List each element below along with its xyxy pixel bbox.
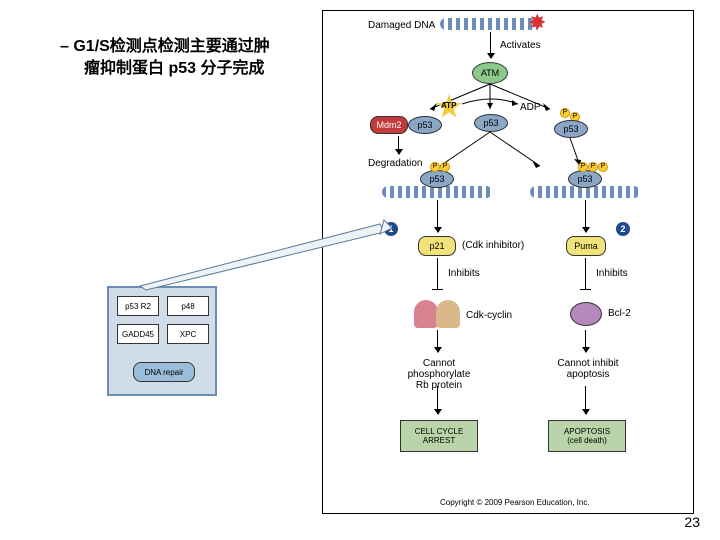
side-item-2: GADD45 <box>117 324 159 344</box>
degradation-label: Degradation <box>368 158 422 169</box>
damaged-dna-label: Damaged DNA <box>368 20 435 31</box>
side-item-3: XPC <box>167 324 209 344</box>
cannot-apop-label: Cannot inhibit apoptosis <box>548 358 628 380</box>
arrow-bcl-down <box>585 330 586 352</box>
cdk-inhibitor-label: (Cdk inhibitor) <box>462 240 524 251</box>
arrow-final-left <box>437 386 438 414</box>
arrow-final-right <box>585 386 586 414</box>
cannot-phos-label: Cannot phosphorylate Rb protein <box>394 358 484 391</box>
activates-label: Activates <box>500 40 541 51</box>
p53-dna-left: p53 <box>420 170 454 188</box>
bullet-line2: 瘤抑制蛋白 p53 分子完成 <box>84 54 264 78</box>
inhibits-right: Inhibits <box>596 268 628 279</box>
dna-repair-label: DNA repair <box>133 362 195 382</box>
copyright-label: Copyright © 2009 Pearson Education, Inc. <box>440 498 590 507</box>
damage-star-icon: ✸ <box>528 10 546 36</box>
apoptosis-box: APOPTOSIS (cell death) <box>548 420 626 452</box>
side-arrow <box>140 220 390 290</box>
arrow-activates <box>490 32 491 58</box>
damaged-dna-icon <box>440 18 540 30</box>
path2-number: 2 <box>616 222 630 236</box>
cdk-cyclin-label: Cdk-cyclin <box>466 310 512 321</box>
page-number: 23 <box>684 514 700 530</box>
p53-dna-right: p53 <box>568 170 602 188</box>
arrow-cdk-down <box>437 330 438 352</box>
atp-label: ATP <box>441 101 456 110</box>
mdm2-node: Mdm2 <box>370 116 408 134</box>
atp-adp-arrow <box>462 96 522 110</box>
inhibit-bar-right <box>585 258 586 290</box>
puma-node: Puma <box>566 236 606 256</box>
cyclin-shape-icon <box>436 300 460 328</box>
inhibit-bar-left <box>437 258 438 290</box>
cell-arrest-box: CELL CYCLE ARREST <box>400 420 478 452</box>
phos-icon: P <box>598 162 608 172</box>
arrow-to-puma <box>585 200 586 232</box>
cdk-shape-icon <box>414 300 438 328</box>
p53-center: p53 <box>474 114 508 132</box>
phos-icon: P <box>578 162 588 172</box>
bcl2-node <box>570 302 602 326</box>
side-item-1: p48 <box>167 296 209 316</box>
phos-icon: P <box>440 162 450 172</box>
adp-label: ADP <box>520 102 541 113</box>
atm-node: ATM <box>472 62 508 84</box>
phos-icon: P <box>430 162 440 172</box>
bullet-line1: – G1/S检测点检测主要通过肿 <box>60 32 270 56</box>
bcl2-label: Bcl-2 <box>608 308 631 319</box>
phos-icon: P <box>560 108 570 118</box>
phos-icon: P <box>588 162 598 172</box>
inhibits-left: Inhibits <box>448 268 480 279</box>
arrow-to-p21 <box>437 200 438 232</box>
side-item-0: p53 R2 <box>117 296 159 316</box>
arrow-degradation <box>398 136 399 154</box>
p21-node: p21 <box>418 236 456 256</box>
dna-repair-panel: p53 R2 p48 GADD45 XPC DNA repair <box>107 286 217 396</box>
